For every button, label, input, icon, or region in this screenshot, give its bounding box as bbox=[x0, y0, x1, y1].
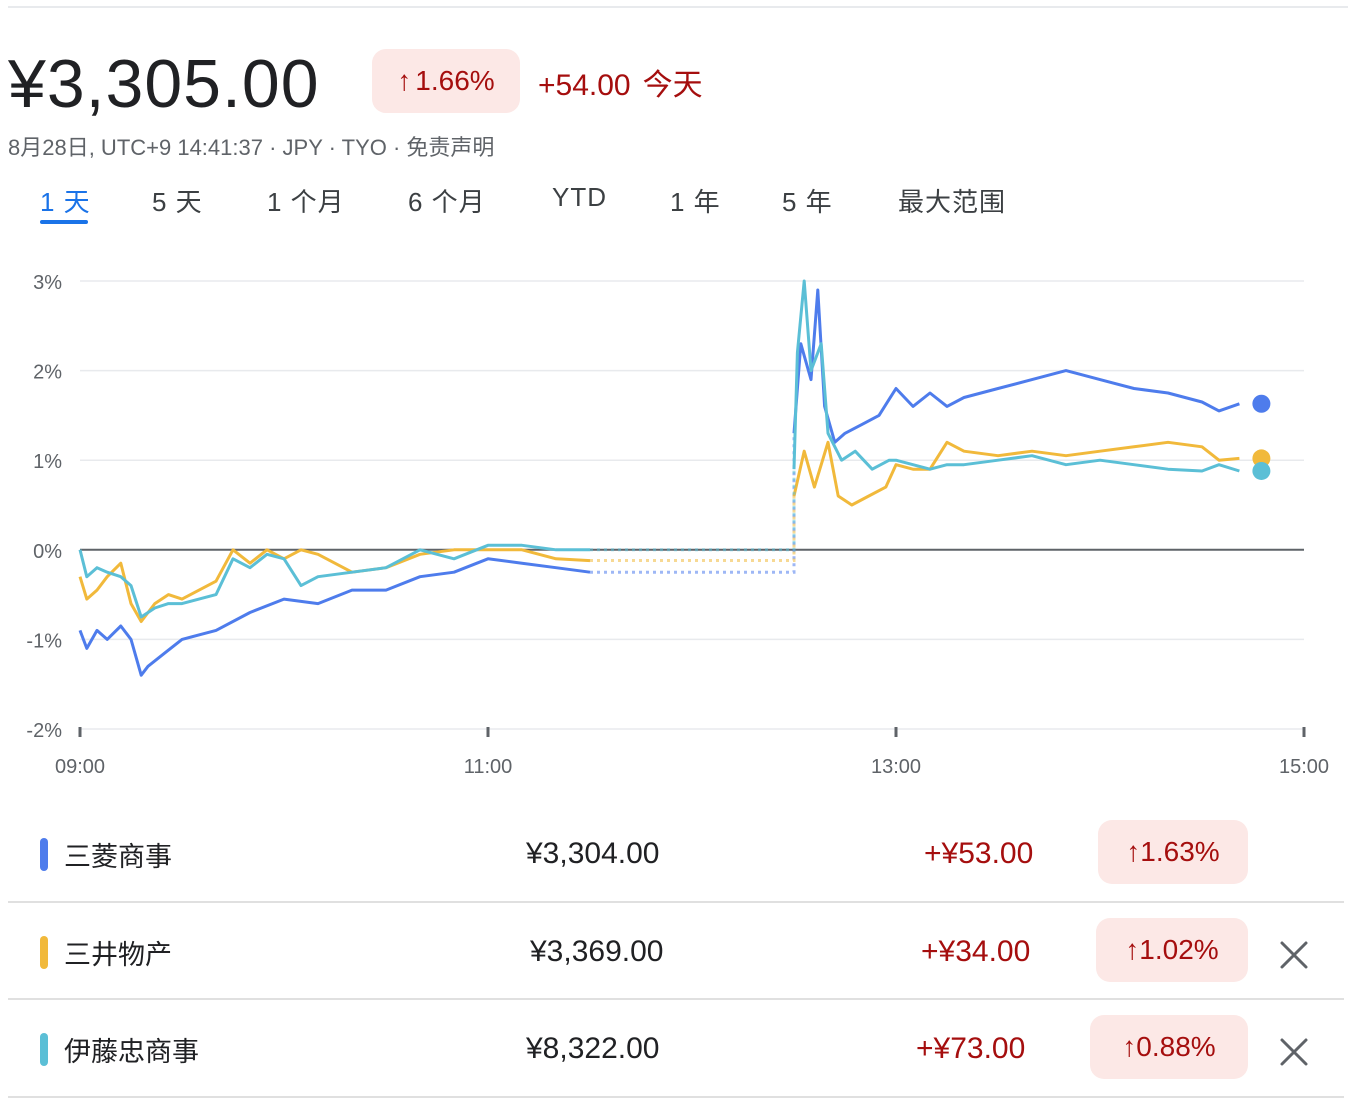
y-tick-label: -2% bbox=[26, 720, 62, 742]
stock-price: ¥8,322.00 bbox=[526, 1032, 660, 1065]
quote-meta: 8月28日, UTC+9 14:41:37 · JPY · TYO · 免责声明 bbox=[8, 135, 495, 160]
change-period: 今天 bbox=[642, 69, 703, 102]
row-divider bbox=[8, 998, 1344, 1000]
change-percent: 1.66% bbox=[415, 65, 495, 96]
arrow-up-icon: ↑ bbox=[1126, 836, 1141, 867]
x-tick-label: 13:00 bbox=[871, 756, 921, 778]
arrow-up-icon: ↑ bbox=[1125, 934, 1140, 965]
series-end-point bbox=[1252, 461, 1271, 480]
stock-change: +¥53.00 bbox=[924, 837, 1034, 870]
stock-change-percent-badge: ↑ 0.88% bbox=[1090, 1015, 1248, 1079]
stock-change-percent: 1.02% bbox=[1139, 934, 1219, 965]
stock-change-percent-badge: ↑ 1.02% bbox=[1096, 918, 1248, 982]
current-price: ¥3,305.00 bbox=[8, 46, 320, 122]
stock-name: 三井物产 bbox=[64, 940, 172, 970]
y-tick-label: 1% bbox=[33, 451, 62, 473]
x-tick-label: 11:00 bbox=[464, 756, 513, 778]
tab-1-year[interactable]: 1 年 bbox=[670, 187, 721, 217]
tab-5-days[interactable]: 5 天 bbox=[152, 187, 203, 217]
series-line-morning bbox=[78, 548, 591, 623]
row-divider bbox=[8, 1096, 1344, 1098]
y-tick-label: -1% bbox=[26, 630, 62, 652]
series-color-marker bbox=[40, 936, 48, 969]
lunch-break-connector bbox=[590, 433, 796, 574]
stock-price: ¥3,304.00 bbox=[526, 837, 660, 870]
series-line-afternoon bbox=[792, 440, 1240, 507]
top-divider bbox=[8, 6, 1348, 8]
active-tab-indicator bbox=[40, 220, 88, 224]
stock-name: 三菱商事 bbox=[64, 842, 172, 872]
series-color-marker bbox=[40, 838, 48, 871]
x-tick-label: 15:00 bbox=[1279, 756, 1329, 778]
series-end-point bbox=[1252, 394, 1271, 413]
stock-change-percent: 0.88% bbox=[1136, 1031, 1216, 1062]
tab-5-years[interactable]: 5 年 bbox=[782, 187, 833, 217]
series-line-morning bbox=[78, 543, 590, 619]
compare-row[interactable]: 三菱商事 ¥3,304.00 +¥53.00 ↑ 1.63% bbox=[8, 805, 1344, 903]
change-amount: +54.00 今天 bbox=[538, 60, 703, 104]
arrow-up-icon: ↑ bbox=[1122, 1031, 1137, 1062]
row-divider bbox=[8, 901, 1344, 903]
lunch-break-connector bbox=[590, 496, 796, 563]
tab-6-months[interactable]: 6 个月 bbox=[408, 187, 486, 217]
stock-change: +¥73.00 bbox=[916, 1032, 1026, 1065]
series-line-afternoon bbox=[792, 288, 1240, 444]
y-tick-label: 2% bbox=[33, 362, 62, 384]
y-tick-label: 3% bbox=[33, 272, 62, 294]
tab-max[interactable]: 最大范围 bbox=[898, 187, 1007, 217]
change-percent-badge: ↑ 1.66% bbox=[372, 49, 520, 113]
tab-ytd[interactable]: YTD bbox=[552, 182, 607, 212]
close-icon[interactable] bbox=[1276, 937, 1312, 973]
series-end-point bbox=[1252, 449, 1271, 468]
x-tick-label: 09:00 bbox=[55, 756, 105, 778]
stock-change-percent: 1.63% bbox=[1140, 836, 1220, 867]
compare-row[interactable]: 三井物产 ¥3,369.00 +¥34.00 ↑ 1.02% bbox=[8, 903, 1344, 1001]
stock-name: 伊藤忠商事 bbox=[64, 1037, 199, 1067]
price-chart[interactable]: 3% 2% 1% 0% -1% -2% 09:00 11:00 13:00 15:00 bbox=[0, 240, 1356, 790]
change-absolute: +54.00 bbox=[538, 69, 631, 102]
stock-change-percent-badge: ↑ 1.63% bbox=[1098, 820, 1248, 884]
arrow-up-icon: ↑ bbox=[397, 65, 412, 96]
y-tick-label: 0% bbox=[33, 541, 62, 563]
tab-1-month[interactable]: 1 个月 bbox=[267, 187, 345, 217]
tab-1-day[interactable]: 1 天 bbox=[40, 187, 91, 217]
stock-price: ¥3,369.00 bbox=[530, 935, 664, 968]
series-color-marker bbox=[40, 1033, 48, 1066]
stock-change: +¥34.00 bbox=[921, 935, 1031, 968]
compare-row[interactable]: 伊藤忠商事 ¥8,322.00 +¥73.00 ↑ 0.88% bbox=[8, 1000, 1344, 1098]
lunch-break-connector bbox=[590, 469, 796, 552]
series-line-morning bbox=[78, 557, 591, 677]
close-icon[interactable] bbox=[1276, 1034, 1312, 1070]
series-line-afternoon bbox=[792, 279, 1240, 473]
